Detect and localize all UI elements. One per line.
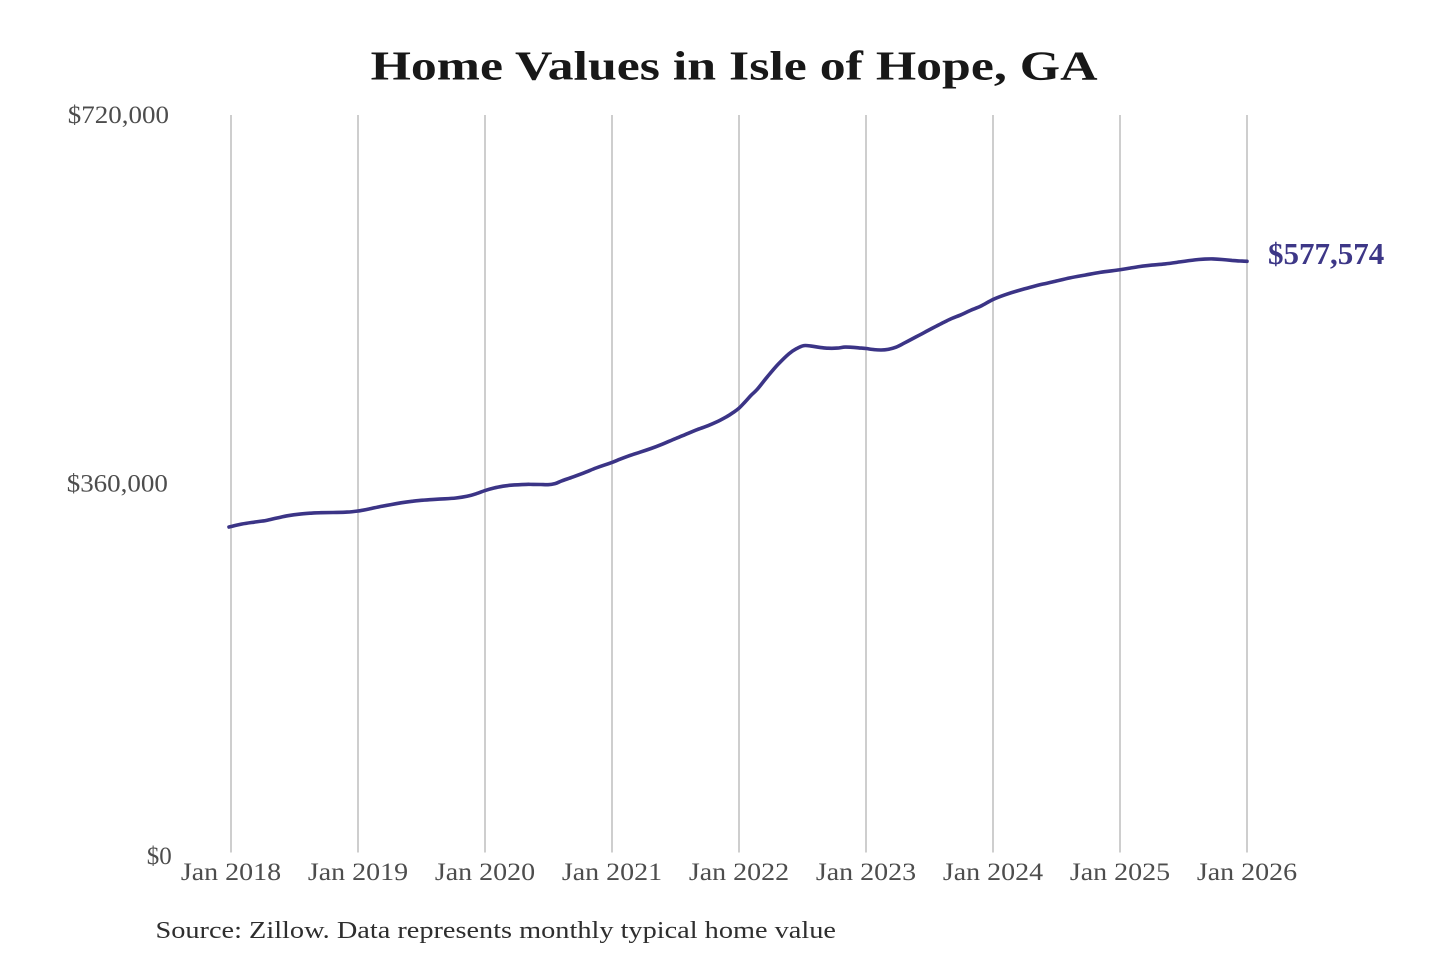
svg-text:$360,000: $360,000	[67, 470, 168, 498]
svg-text:$0: $0	[147, 843, 172, 870]
svg-text:Jan 2018: Jan 2018	[181, 857, 281, 885]
svg-text:Jan 2023: Jan 2023	[816, 857, 916, 885]
svg-text:Jan 2020: Jan 2020	[435, 857, 535, 885]
svg-text:Jan 2024: Jan 2024	[943, 857, 1043, 885]
svg-text:$577,574: $577,574	[1268, 236, 1384, 271]
svg-text:Jan 2025: Jan 2025	[1070, 857, 1170, 885]
svg-text:Home Values in Isle of Hope, G: Home Values in Isle of Hope, GA	[371, 44, 1098, 90]
svg-text:Jan 2026: Jan 2026	[1197, 857, 1297, 885]
svg-text:Jan 2022: Jan 2022	[689, 857, 789, 885]
svg-text:Jan 2021: Jan 2021	[562, 857, 662, 885]
svg-text:Jan 2019: Jan 2019	[308, 857, 408, 885]
svg-text:$720,000: $720,000	[68, 101, 169, 129]
svg-text:Source: Zillow. Data represent: Source: Zillow. Data represents monthly …	[156, 917, 836, 944]
